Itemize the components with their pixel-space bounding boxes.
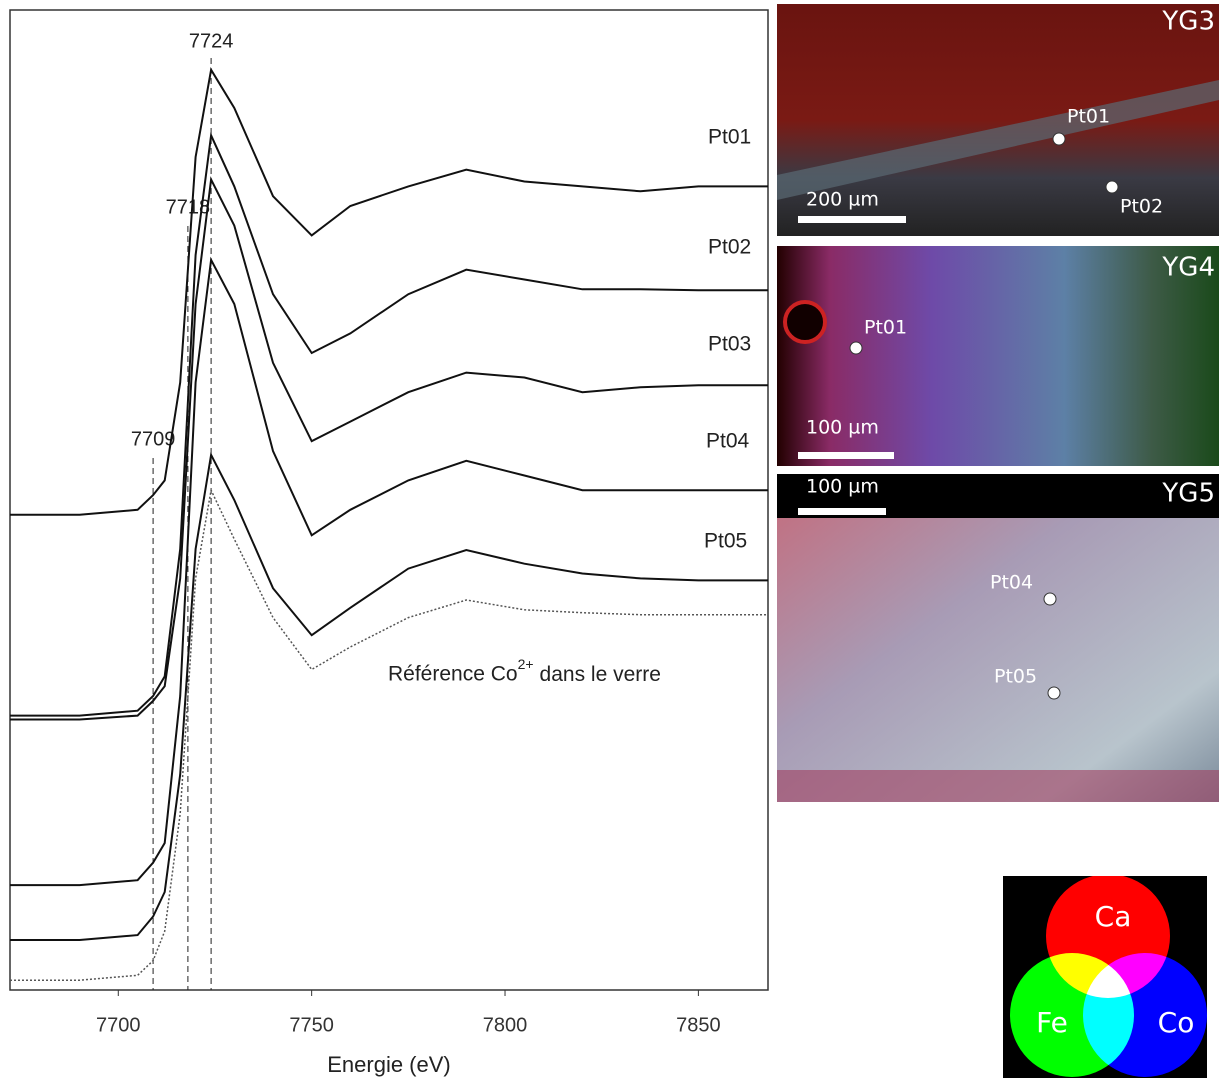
x-tick-label: 7850 xyxy=(676,1014,721,1036)
legend-label: Co xyxy=(1158,1006,1195,1039)
element-legend: Ca Fe Co xyxy=(1003,874,1207,1078)
image-yg3 xyxy=(777,4,1219,236)
scale-label: 100 µm xyxy=(806,476,879,498)
series-line xyxy=(10,176,768,721)
series-label-sup: 2+ xyxy=(518,656,534,672)
series-line xyxy=(10,67,768,516)
x-axis-label: Energie (eV) xyxy=(327,1052,451,1077)
spot-marker xyxy=(1105,180,1119,194)
spot-label: Pt02 xyxy=(1120,196,1163,218)
scale-bar xyxy=(798,508,886,515)
spot-marker xyxy=(1052,132,1066,146)
image-yg5 xyxy=(777,474,1219,802)
spot-label: Pt04 xyxy=(990,572,1033,594)
spot-label: Pt01 xyxy=(1067,106,1110,128)
scale-label: 200 µm xyxy=(806,189,879,211)
annotation-label: 7724 xyxy=(189,30,234,52)
scale-label: 100 µm xyxy=(806,417,879,439)
legend-label: Ca xyxy=(1095,900,1132,933)
legend-circle xyxy=(1083,953,1207,1077)
x-tick-label: 7750 xyxy=(289,1014,334,1036)
spot-label: Pt01 xyxy=(864,317,907,339)
legend-label: Fe xyxy=(1036,1006,1068,1039)
spot-marker xyxy=(849,341,863,355)
spot-marker xyxy=(1043,592,1057,606)
series-label: Pt01 xyxy=(708,126,751,149)
series-line xyxy=(10,451,768,941)
scale-bar xyxy=(798,452,894,459)
scale-bar xyxy=(798,216,906,223)
series-line xyxy=(10,131,768,717)
x-tick-label: 7700 xyxy=(96,1014,141,1036)
image-detail xyxy=(783,300,827,344)
series-label: Pt05 xyxy=(704,530,747,553)
plot-frame xyxy=(9,9,769,991)
series-line xyxy=(10,256,768,887)
spot-marker xyxy=(1047,686,1061,700)
annotation-label: 7718 xyxy=(166,196,211,218)
image-detail xyxy=(777,80,1219,200)
series-label: Pt03 xyxy=(708,333,751,356)
series-label-tail: dans le verre xyxy=(540,663,661,686)
image-yg4 xyxy=(777,246,1219,466)
image-title: YG5 xyxy=(1161,479,1215,509)
image-title: YG3 xyxy=(1161,7,1215,37)
series-line xyxy=(10,487,768,981)
series-label: Pt04 xyxy=(706,430,750,453)
x-tick-label: 7800 xyxy=(483,1014,528,1036)
image-title: YG4 xyxy=(1161,253,1215,283)
series-label: Référence Co2+ dans le verre xyxy=(388,656,661,686)
annotation-label: 7709 xyxy=(131,428,176,450)
spot-label: Pt05 xyxy=(994,666,1037,688)
series-label: Pt02 xyxy=(708,236,751,259)
image-detail xyxy=(777,770,1219,802)
